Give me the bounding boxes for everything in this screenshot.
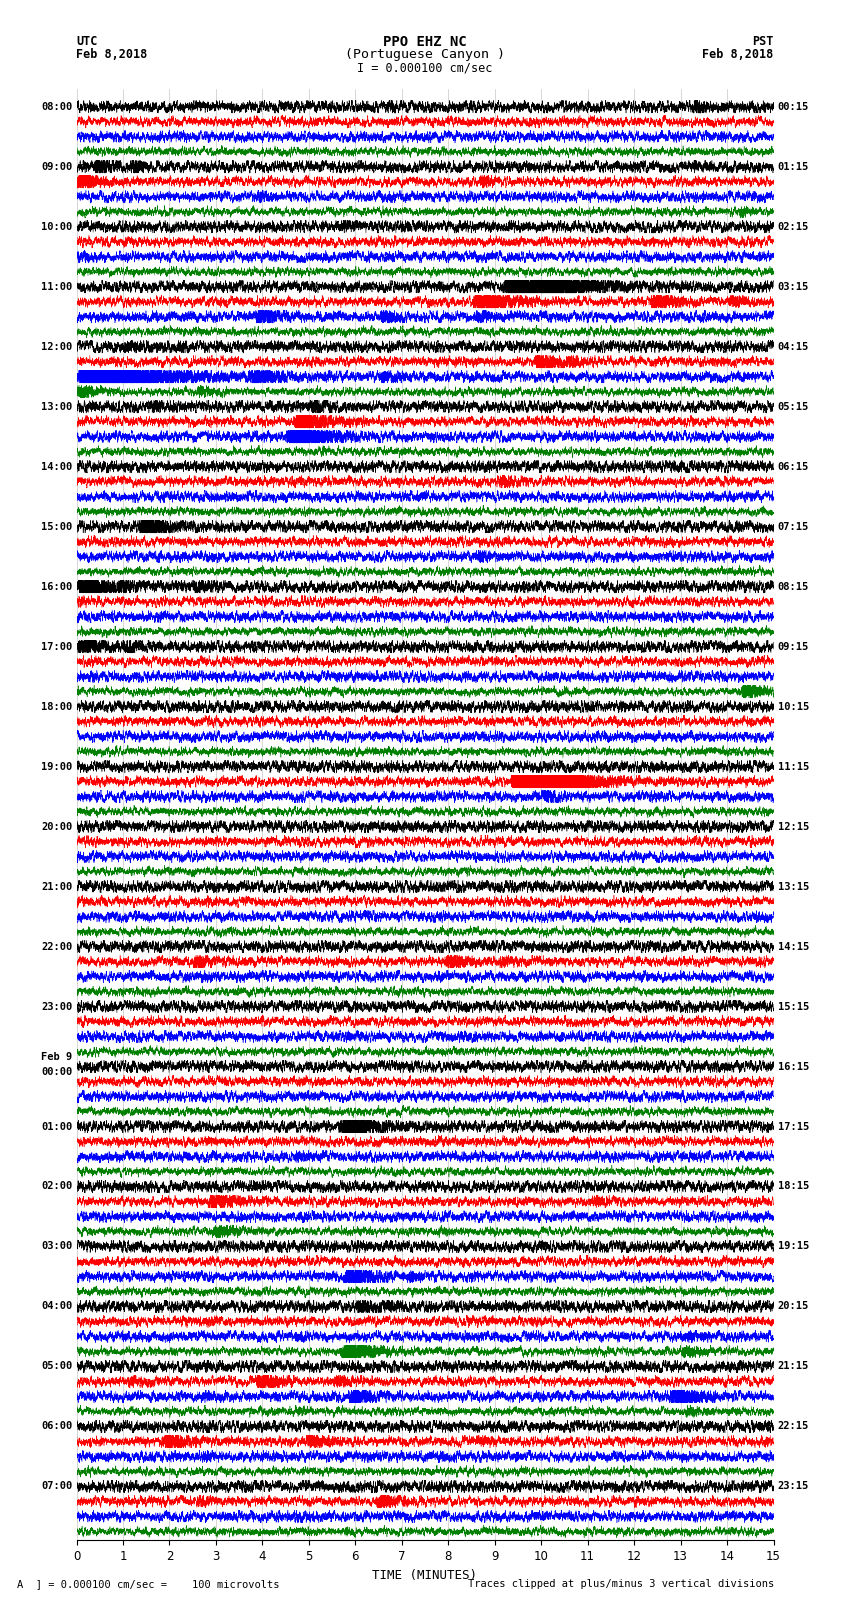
- Text: 12:15: 12:15: [778, 821, 809, 832]
- Text: 01:00: 01:00: [41, 1121, 72, 1131]
- Text: 15:00: 15:00: [41, 521, 72, 532]
- Text: 09:15: 09:15: [778, 642, 809, 652]
- Text: 08:15: 08:15: [778, 582, 809, 592]
- Text: Feb 8,2018: Feb 8,2018: [702, 48, 774, 61]
- Text: 04:15: 04:15: [778, 342, 809, 352]
- Text: 17:00: 17:00: [41, 642, 72, 652]
- Text: 06:15: 06:15: [778, 461, 809, 471]
- Text: UTC: UTC: [76, 35, 98, 48]
- Text: 16:00: 16:00: [41, 582, 72, 592]
- Text: 14:00: 14:00: [41, 461, 72, 471]
- Text: 05:00: 05:00: [41, 1361, 72, 1371]
- Text: 04:00: 04:00: [41, 1302, 72, 1311]
- Text: Feb 9: Feb 9: [41, 1052, 72, 1061]
- Text: 23:15: 23:15: [778, 1481, 809, 1492]
- Text: 09:00: 09:00: [41, 161, 72, 171]
- Text: 18:00: 18:00: [41, 702, 72, 711]
- Text: 10:15: 10:15: [778, 702, 809, 711]
- Text: 13:15: 13:15: [778, 882, 809, 892]
- Text: 17:15: 17:15: [778, 1121, 809, 1131]
- Text: 05:15: 05:15: [778, 402, 809, 411]
- Text: 19:15: 19:15: [778, 1242, 809, 1252]
- Text: 21:15: 21:15: [778, 1361, 809, 1371]
- Text: (Portuguese Canyon ): (Portuguese Canyon ): [345, 48, 505, 61]
- X-axis label: TIME (MINUTES): TIME (MINUTES): [372, 1569, 478, 1582]
- Text: 18:15: 18:15: [778, 1181, 809, 1192]
- Text: PPO EHZ NC: PPO EHZ NC: [383, 35, 467, 50]
- Text: A  ] = 0.000100 cm/sec =    100 microvolts: A ] = 0.000100 cm/sec = 100 microvolts: [17, 1579, 280, 1589]
- Text: 01:15: 01:15: [778, 161, 809, 171]
- Text: 22:00: 22:00: [41, 942, 72, 952]
- Text: 07:00: 07:00: [41, 1481, 72, 1492]
- Text: 22:15: 22:15: [778, 1421, 809, 1431]
- Text: 08:00: 08:00: [41, 102, 72, 111]
- Text: 12:00: 12:00: [41, 342, 72, 352]
- Text: 11:15: 11:15: [778, 761, 809, 771]
- Text: 03:00: 03:00: [41, 1242, 72, 1252]
- Text: Traces clipped at plus/minus 3 vertical divisions: Traces clipped at plus/minus 3 vertical …: [468, 1579, 774, 1589]
- Text: 03:15: 03:15: [778, 282, 809, 292]
- Text: 16:15: 16:15: [778, 1061, 809, 1071]
- Text: 21:00: 21:00: [41, 882, 72, 892]
- Text: 20:15: 20:15: [778, 1302, 809, 1311]
- Text: 00:00: 00:00: [41, 1066, 72, 1076]
- Text: 23:00: 23:00: [41, 1002, 72, 1011]
- Text: 14:15: 14:15: [778, 942, 809, 952]
- Text: 02:00: 02:00: [41, 1181, 72, 1192]
- Text: 13:00: 13:00: [41, 402, 72, 411]
- Text: 15:15: 15:15: [778, 1002, 809, 1011]
- Text: 19:00: 19:00: [41, 761, 72, 771]
- Text: 00:15: 00:15: [778, 102, 809, 111]
- Text: 02:15: 02:15: [778, 221, 809, 232]
- Text: 10:00: 10:00: [41, 221, 72, 232]
- Text: I = 0.000100 cm/sec: I = 0.000100 cm/sec: [357, 61, 493, 74]
- Text: Feb 8,2018: Feb 8,2018: [76, 48, 148, 61]
- Text: 20:00: 20:00: [41, 821, 72, 832]
- Text: 11:00: 11:00: [41, 282, 72, 292]
- Text: 06:00: 06:00: [41, 1421, 72, 1431]
- Text: PST: PST: [752, 35, 774, 48]
- Text: 07:15: 07:15: [778, 521, 809, 532]
